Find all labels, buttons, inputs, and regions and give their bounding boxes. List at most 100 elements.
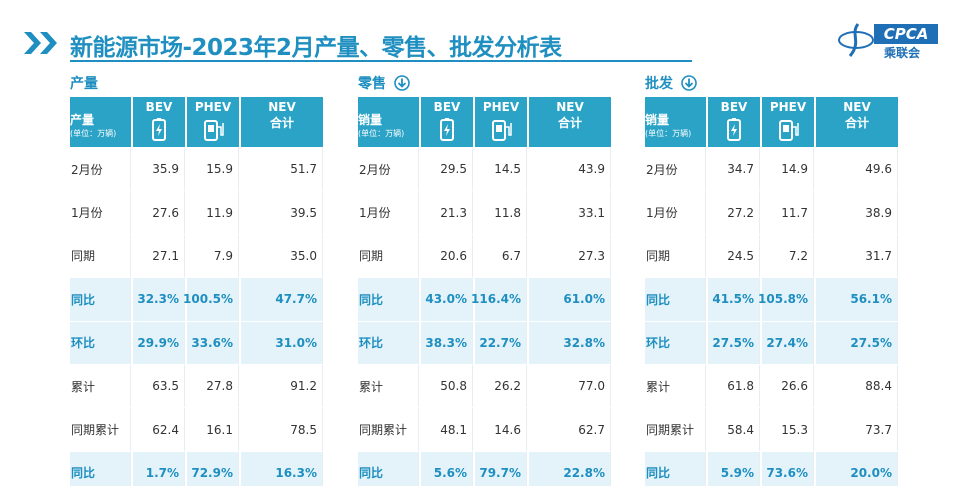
- cell-value: 116.4%: [471, 278, 527, 321]
- total-label: 合计: [844, 116, 869, 130]
- cell-value: 22.8%: [529, 451, 611, 486]
- row-label: 累计: [358, 365, 419, 408]
- cell-value: 62.4: [133, 408, 185, 451]
- cell-value: 27.2: [708, 191, 760, 234]
- column-header: BEV: [145, 100, 173, 114]
- cell-value: 22.7%: [475, 321, 527, 364]
- cell-value: 20.6: [421, 234, 473, 278]
- cell-value: 33.6%: [187, 321, 239, 364]
- cell-value: 58.4: [708, 408, 760, 451]
- header-cell: NEV 合计: [816, 97, 898, 147]
- cell-value: 15.9: [187, 148, 239, 191]
- cell-value: 38.3%: [421, 321, 473, 364]
- column-header: PHEV: [482, 100, 520, 114]
- cell-value: 14.9: [762, 148, 814, 191]
- cell-value: 27.6: [133, 191, 185, 234]
- row-label: 2月份: [645, 148, 706, 191]
- cell-value: 24.5: [708, 234, 760, 278]
- cell-value: 31.7: [816, 234, 898, 278]
- row-label: 同比: [70, 278, 131, 321]
- cell-value: 48.1: [421, 408, 473, 451]
- unit-title: 销量: [645, 113, 670, 127]
- cell-value: 56.1%: [816, 278, 898, 321]
- column-header: NEV: [268, 100, 296, 114]
- charger-icon: [204, 120, 224, 141]
- header-cell: 产量 (单位：万辆): [70, 97, 131, 147]
- unit-title: 销量: [358, 113, 383, 127]
- row-label: 2月份: [70, 148, 131, 191]
- row-label: 同期: [358, 234, 419, 278]
- unit-note: (单位：万辆): [358, 129, 405, 138]
- cell-value: 16.1: [187, 408, 239, 451]
- row-label: 环比: [645, 321, 706, 364]
- cell-value: 16.3%: [241, 451, 323, 486]
- section-label: 产量: [70, 76, 98, 92]
- row-label: 累计: [645, 365, 706, 408]
- column-header: PHEV: [769, 100, 807, 114]
- unit-title: 产量: [70, 113, 95, 127]
- download-icon: [394, 75, 410, 91]
- battery-icon: [152, 118, 166, 141]
- cell-value: 50.8: [421, 365, 473, 408]
- cell-value: 49.6: [816, 148, 898, 191]
- cell-value: 26.2: [475, 365, 527, 408]
- section-label: 零售: [358, 76, 386, 92]
- cell-value: 15.3: [762, 408, 814, 451]
- title: 新能源市场-2023年2月产量、零售、批发分析表: [70, 35, 562, 61]
- cell-value: 6.7: [475, 234, 527, 278]
- header-cell: NEV 合计: [241, 97, 323, 147]
- title-underline: [70, 60, 692, 62]
- header-cell: PHEV: [762, 97, 814, 147]
- row-label: 1月份: [645, 191, 706, 234]
- cell-value: 41.5%: [708, 278, 760, 321]
- cell-value: 88.4: [816, 365, 898, 408]
- logo-subtext: 乘联会: [884, 46, 921, 60]
- header-cell: BEV: [708, 97, 760, 147]
- row-label: 1月份: [358, 191, 419, 234]
- cell-value: 1.7%: [133, 451, 185, 486]
- cell-value: 14.6: [475, 408, 527, 451]
- header-cell: BEV: [421, 97, 473, 147]
- row-label: 环比: [70, 321, 131, 364]
- cell-value: 38.9: [816, 191, 898, 234]
- logo-mark: [838, 23, 874, 57]
- cell-value: 27.5%: [816, 321, 898, 364]
- cell-value: 29.9%: [133, 321, 185, 364]
- cell-value: 27.4%: [762, 321, 814, 364]
- cell-value: 14.5: [475, 148, 527, 191]
- unit-note: (单位：万辆): [70, 129, 117, 138]
- cell-value: 43.9: [529, 148, 611, 191]
- cell-value: 11.9: [187, 191, 239, 234]
- charger-icon: [492, 120, 512, 141]
- cell-value: 73.7: [816, 408, 898, 451]
- cell-value: 61.8: [708, 365, 760, 408]
- column-header: NEV: [556, 100, 584, 114]
- charger-icon: [779, 120, 799, 141]
- download-icon: [681, 75, 697, 91]
- cell-value: 33.1: [529, 191, 611, 234]
- row-label: 1月份: [70, 191, 131, 234]
- column-header: BEV: [433, 100, 461, 114]
- cell-value: 73.6%: [762, 451, 814, 486]
- row-label: 同期: [70, 234, 131, 278]
- row-label: 环比: [358, 321, 419, 364]
- row-label: 同比: [358, 278, 419, 321]
- cell-value: 11.8: [475, 191, 527, 234]
- cell-value: 26.6: [762, 365, 814, 408]
- cell-value: 34.7: [708, 148, 760, 191]
- cell-value: 27.3: [529, 234, 611, 278]
- row-label: 同比: [358, 451, 419, 486]
- header-cell: PHEV: [475, 97, 527, 147]
- cell-value: 79.7%: [475, 451, 527, 486]
- cell-value: 72.9%: [187, 451, 239, 486]
- total-label: 合计: [557, 116, 582, 130]
- cell-value: 91.2: [241, 365, 323, 408]
- cell-value: 29.5: [421, 148, 473, 191]
- column-header: PHEV: [194, 100, 232, 114]
- total-label: 合计: [269, 116, 294, 130]
- header-cell: BEV: [133, 97, 185, 147]
- battery-icon: [727, 118, 741, 141]
- row-label: 同期累计: [645, 408, 706, 451]
- cell-value: 78.5: [241, 408, 323, 451]
